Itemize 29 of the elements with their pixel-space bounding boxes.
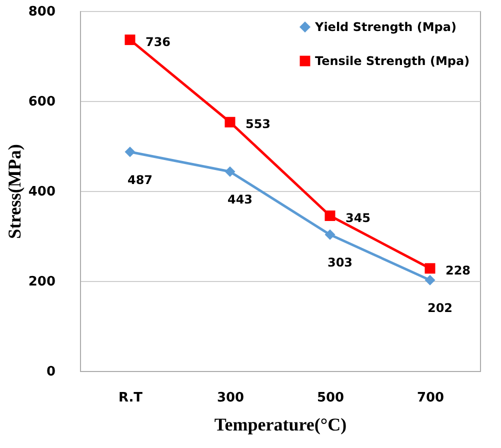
y-tick-label: 200 (28, 274, 56, 290)
point (324, 210, 336, 221)
point (124, 146, 136, 158)
y-tick-label: 600 (28, 94, 56, 110)
y-tick-label: 0 (46, 364, 56, 380)
x-tick-label: 700 (416, 390, 444, 406)
data-label: 202 (427, 301, 453, 316)
point (324, 229, 336, 240)
data-label: 303 (327, 256, 353, 270)
point (424, 274, 436, 286)
data-label: 443 (227, 192, 253, 207)
x-tick-label: 500 (316, 390, 344, 406)
point (224, 166, 236, 177)
legend-label: Tensile Strength (Mpa) (315, 54, 470, 68)
y-tick-label: 400 (28, 184, 56, 200)
point (224, 116, 236, 128)
x-tick-label: R.T (118, 390, 143, 406)
point (424, 263, 436, 274)
data-label: 228 (445, 263, 471, 278)
data-label: 345 (345, 210, 371, 225)
point (124, 34, 136, 46)
data-label: 487 (127, 172, 153, 187)
y-tick-label: 800 (28, 4, 56, 20)
x-axis-title: Temperature(°C) (214, 414, 347, 434)
y-axis-title: Stress(MPa) (4, 144, 24, 239)
x-tick-label: 300 (216, 390, 244, 406)
data-label: 736 (145, 34, 171, 49)
legend-label: Yield Strength (Mpa) (314, 20, 456, 34)
data-label: 553 (245, 117, 271, 132)
